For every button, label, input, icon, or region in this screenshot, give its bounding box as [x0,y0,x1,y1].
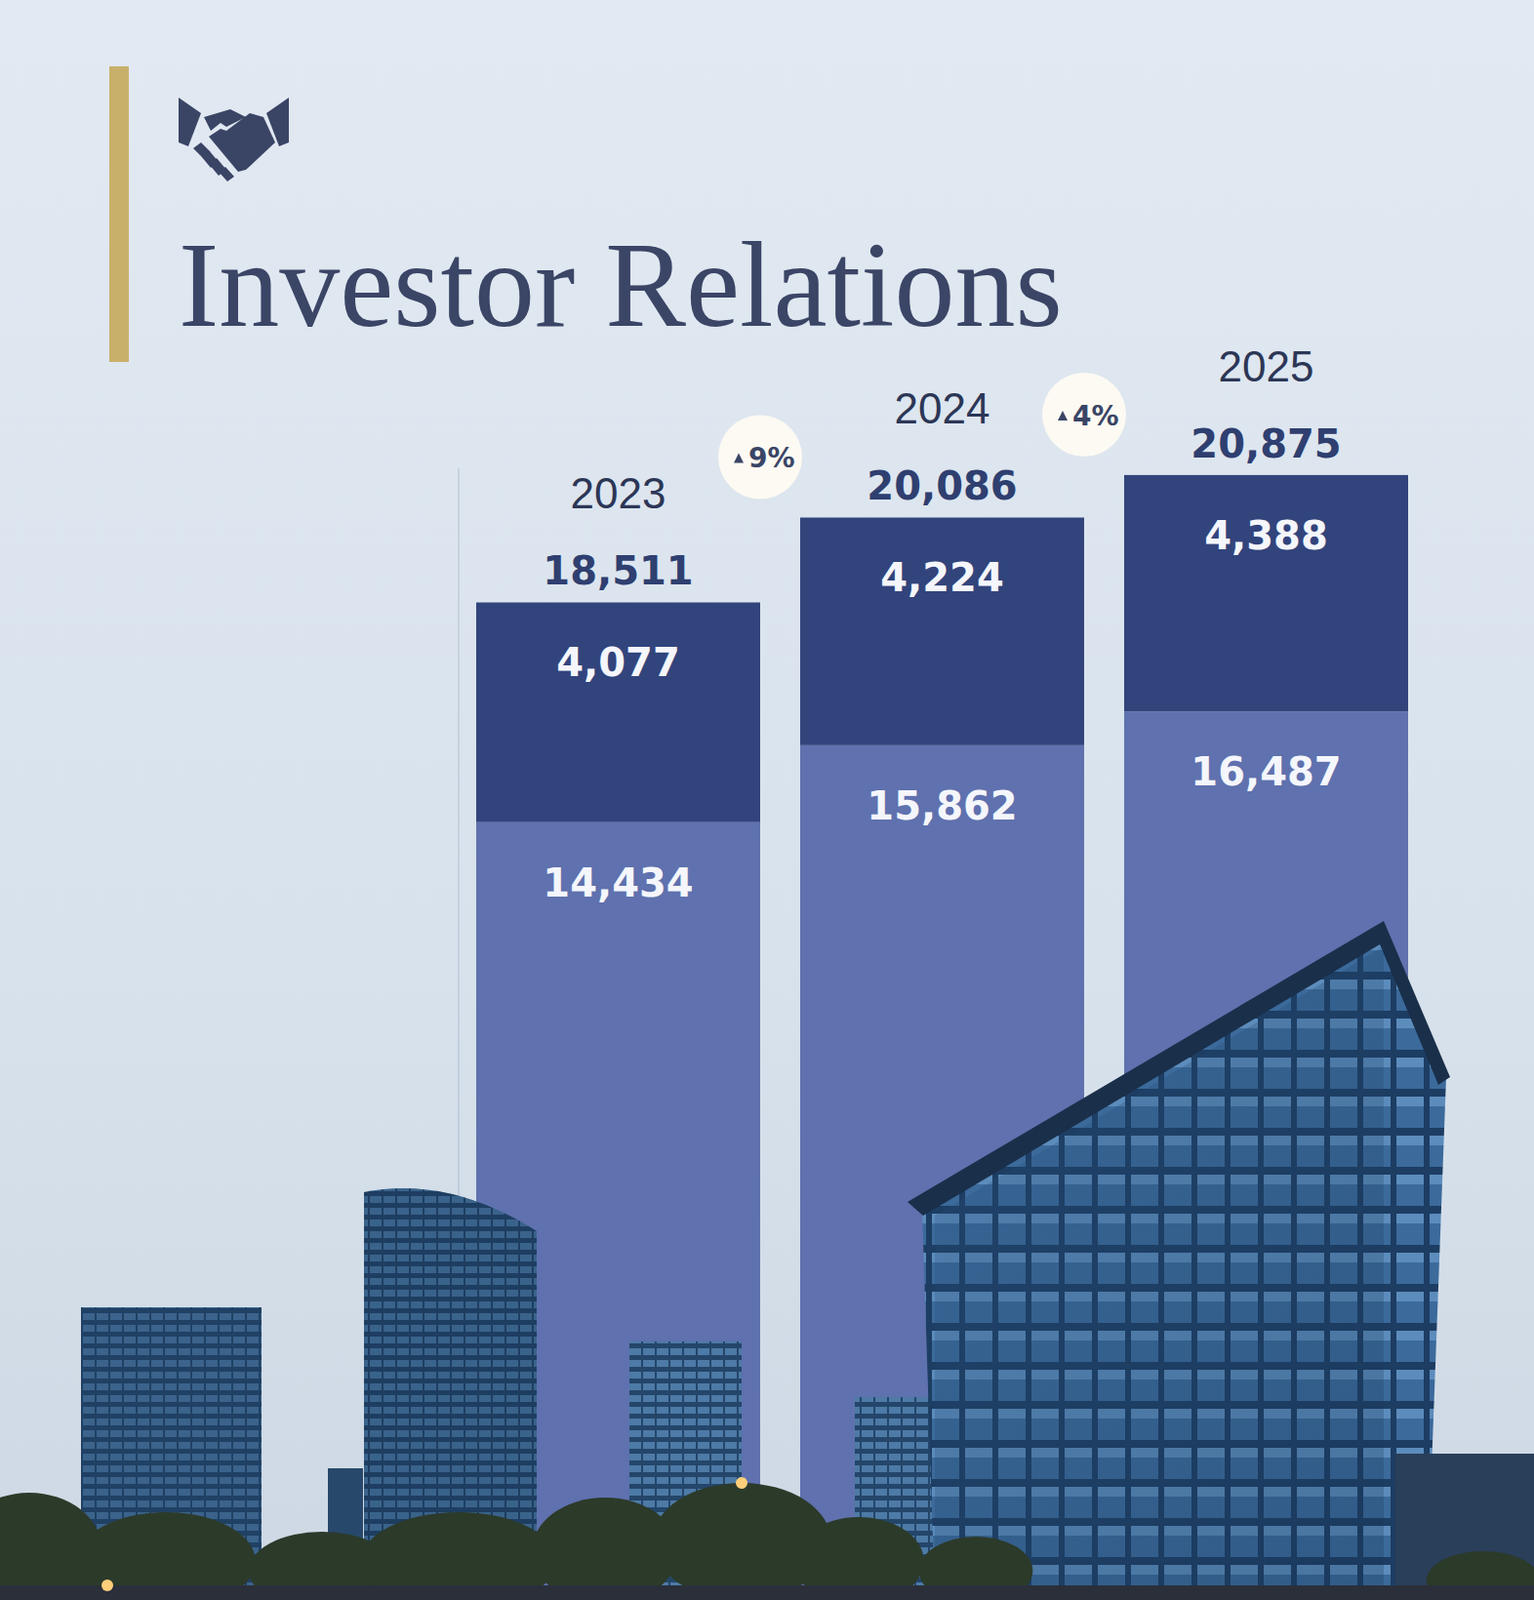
badge-circle [718,414,803,499]
street-light [735,1477,748,1490]
data-label: 15,862 [866,783,1017,829]
title: Investor Relations [178,218,1063,353]
bars [476,475,1409,1600]
street [0,1585,1534,1600]
badge-circle [1042,372,1127,457]
bar-segment [800,517,1085,745]
data-label: 4,388 [1204,513,1329,559]
annotation: 9% [748,442,796,475]
chart: Investor Relations202318,51114,4344,0772… [0,0,1534,1600]
labels: 2023 18,511 14,434 4,077 2024 20,086 15,862 4,2… [542,342,1341,906]
building [922,928,1447,1600]
building-shade [934,946,1384,1600]
street-light [101,1579,114,1592]
icon-cuff-left [178,97,202,147]
total-label: 20,086 [866,463,1017,509]
data-label: 16,487 [1190,749,1341,795]
page: Investor Relations202318,51114,4344,0772… [0,0,1534,1600]
category-label: 2023 [570,469,667,518]
category-label: 2025 [1218,342,1315,391]
data-label: 4,224 [880,555,1005,601]
data-label: 4,077 [556,640,681,686]
icon-fingers [193,142,235,182]
bar-segment [476,602,761,822]
up-arrow [1057,410,1068,421]
total-label: 20,875 [1190,421,1341,467]
up-arrow [733,452,744,463]
growth-badge: 4% [1042,372,1127,457]
category-label: 2024 [894,384,991,433]
annotation: 4% [1072,400,1120,433]
data-label: 14,434 [542,860,693,906]
bar-segment [1124,475,1409,712]
growth-badge: 9% [718,414,803,499]
skyline [0,921,1534,1600]
total-label: 18,511 [542,548,693,594]
background [0,0,1534,1600]
accent-bar [109,66,129,363]
handshake-icon [178,97,289,182]
